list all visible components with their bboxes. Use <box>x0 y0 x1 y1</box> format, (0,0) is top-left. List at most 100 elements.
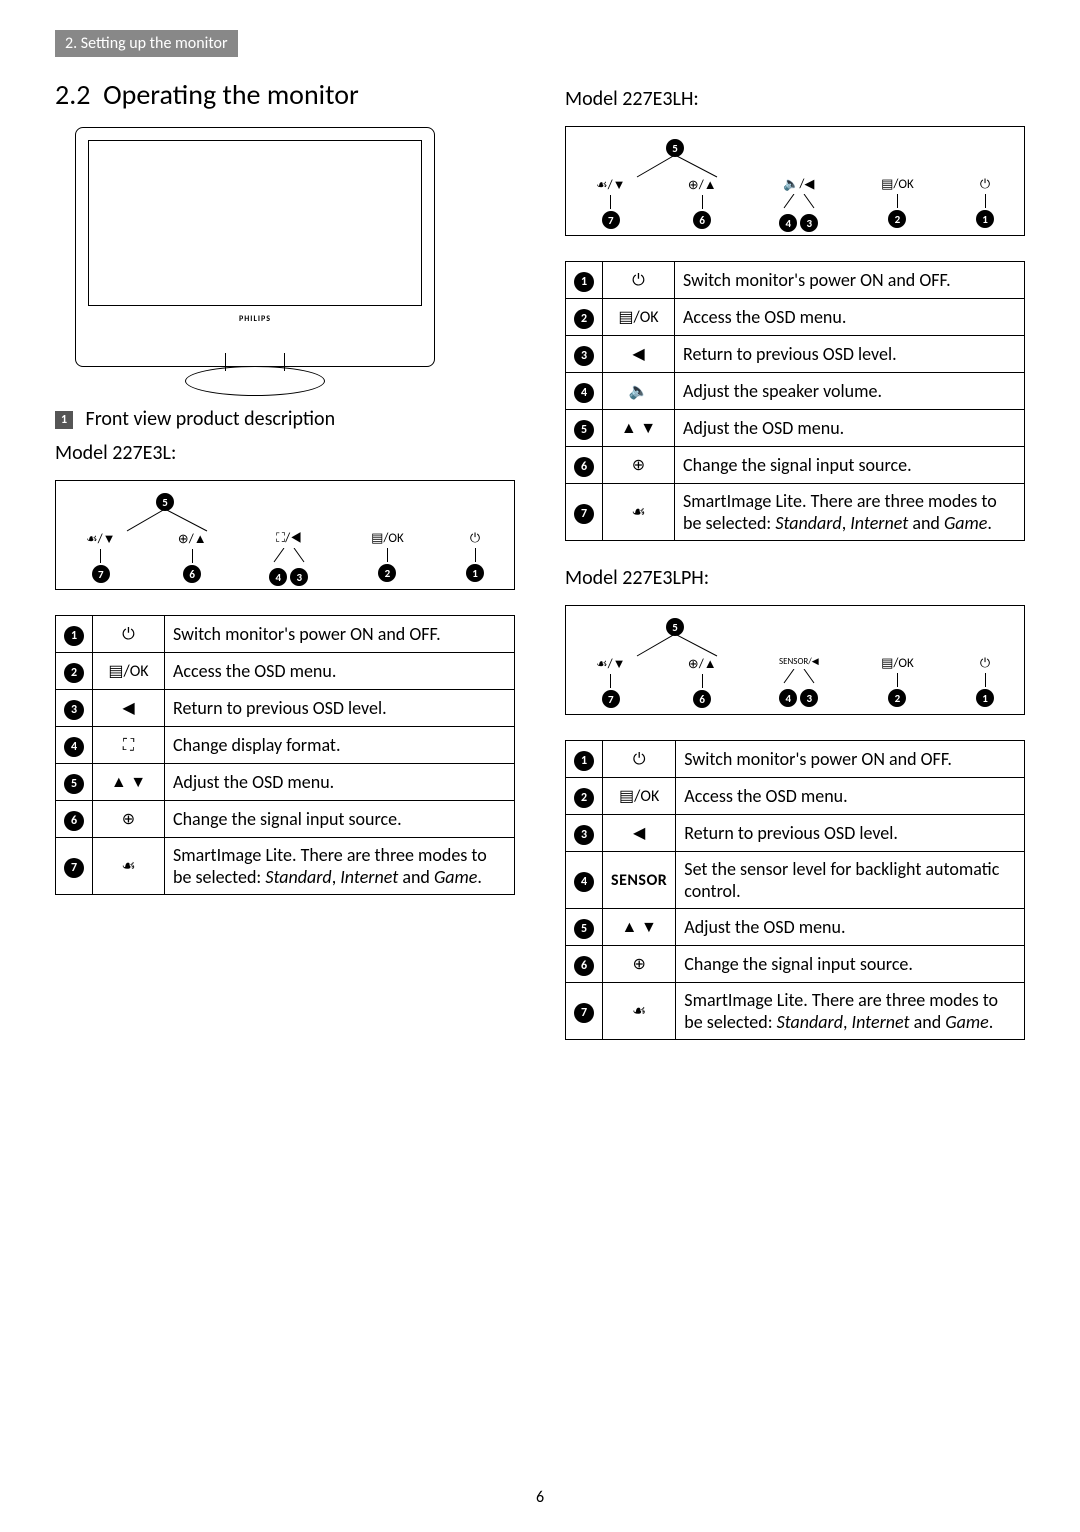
table-row: 2▤/OKAccess the OSD menu. <box>566 299 1025 336</box>
table-row: 2▤/OKAccess the OSD menu. <box>56 653 515 690</box>
diagram-c-btn1: ⏻1 <box>976 656 994 708</box>
table-row: 3◀Return to previous OSD level. <box>566 815 1025 852</box>
diagram-a-btn6: ⊕/▲6 <box>178 531 207 586</box>
power-icon: ⏻ <box>603 262 675 299</box>
desc-text: Change display format. <box>165 727 515 764</box>
model-a-label: Model 227E3L: <box>55 441 515 465</box>
subheading: 1 Front view product description <box>55 407 515 431</box>
diagram-c-btn43: SENSOR/◀ 4 3 <box>779 656 819 708</box>
desc-text: Access the OSD menu. <box>165 653 515 690</box>
smartimage-icon: ☙ <box>603 983 676 1040</box>
table-row: 1⏻Switch monitor's power ON and OFF. <box>566 741 1025 778</box>
desc-text: SmartImage Lite. There are three modes t… <box>675 484 1025 541</box>
control-diagram-c: 5 ☙/▼7 ⊕/▲6 SENSOR/◀ 4 3 ▤/OK2 ⏻1 <box>565 605 1025 715</box>
table-b: 1⏻Switch monitor's power ON and OFF. 2▤/… <box>565 261 1025 541</box>
diagram-c-btn2: ▤/OK2 <box>881 656 914 708</box>
smartimage-icon: ☙ <box>603 484 675 541</box>
speaker-icon: 🔈 <box>603 373 675 410</box>
diagram-b-btn1: ⏻1 <box>976 177 994 232</box>
table-row: 5▲ ▼Adjust the OSD menu. <box>566 410 1025 447</box>
section-number: 2.2 <box>55 77 90 112</box>
diagram-b-btn2: ▤/OK2 <box>881 177 914 232</box>
table-row: 5▲ ▼Adjust the OSD menu. <box>566 909 1025 946</box>
format-icon: ⛶ <box>93 727 165 764</box>
right-column: Model 227E3LH: 5 ☙/▼7 ⊕/▲6 🔈/◀ 4 3 ▤/OK2… <box>565 77 1025 1040</box>
table-row: 7☙ SmartImage Lite. There are three mode… <box>566 983 1025 1040</box>
table-row: 4⛶Change display format. <box>56 727 515 764</box>
page-header: 2. Setting up the monitor <box>55 30 238 57</box>
menu-ok-icon: ▤/OK <box>603 299 675 336</box>
left-icon: ◀ <box>93 690 165 727</box>
desc-text: Access the OSD menu. <box>675 299 1025 336</box>
input-icon: ⊕ <box>603 447 675 484</box>
diagram-b-bracket <box>632 155 722 179</box>
power-icon: ⏻ <box>93 616 165 653</box>
table-row: 4SENSORSet the sensor level for backligh… <box>566 852 1025 909</box>
up-down-icon: ▲ ▼ <box>603 909 676 946</box>
desc-text: Change the signal input source. <box>676 946 1025 983</box>
monitor-stand <box>185 366 325 396</box>
section-title: 2.2 Operating the monitor <box>55 77 515 112</box>
desc-text: Return to previous OSD level. <box>676 815 1025 852</box>
desc-text: Adjust the OSD menu. <box>676 909 1025 946</box>
table-row: 6⊕Change the signal input source. <box>566 447 1025 484</box>
control-diagram-b: 5 ☙/▼7 ⊕/▲6 🔈/◀ 4 3 ▤/OK2 ⏻1 <box>565 126 1025 236</box>
table-row: 3◀Return to previous OSD level. <box>566 336 1025 373</box>
section-title-text: Operating the monitor <box>103 77 359 112</box>
diagram-c-btn6: ⊕/▲6 <box>688 656 717 708</box>
table-row: 7☙ SmartImage Lite. There are three mode… <box>56 838 515 895</box>
table-row: 7☙ SmartImage Lite. There are three mode… <box>566 484 1025 541</box>
left-icon: ◀ <box>603 336 675 373</box>
sensor-icon: SENSOR <box>603 852 676 909</box>
content-columns: 2.2 Operating the monitor PHILIPS 1 Fron… <box>55 77 1025 1040</box>
monitor-illustration: PHILIPS <box>75 127 435 367</box>
menu-ok-icon: ▤/OK <box>93 653 165 690</box>
table-row: 3◀Return to previous OSD level. <box>56 690 515 727</box>
left-icon: ◀ <box>603 815 676 852</box>
table-row: 5▲ ▼Adjust the OSD menu. <box>56 764 515 801</box>
diagram-a-bracket <box>122 509 212 533</box>
table-a: 1⏻Switch monitor's power ON and OFF. 2▤/… <box>55 615 515 895</box>
subheading-text: Front view product description <box>86 407 336 431</box>
input-icon: ⊕ <box>603 946 676 983</box>
diagram-b-btn6: ⊕/▲6 <box>688 177 717 232</box>
diagram-a-btn43: ⛶/◀ 4 3 <box>269 531 309 586</box>
model-b-label: Model 227E3LH: <box>565 87 1025 111</box>
table-row: 1⏻Switch monitor's power ON and OFF. <box>56 616 515 653</box>
desc-text: Adjust the OSD menu. <box>675 410 1025 447</box>
diagram-b-btn7: ☙/▼7 <box>596 177 626 232</box>
page-number: 6 <box>536 1488 544 1507</box>
desc-text: Return to previous OSD level. <box>675 336 1025 373</box>
diagram-a-btn2: ▤/OK2 <box>371 531 404 586</box>
desc-text: Change the signal input source. <box>675 447 1025 484</box>
desc-text: Switch monitor's power ON and OFF. <box>675 262 1025 299</box>
desc-text: Access the OSD menu. <box>676 778 1025 815</box>
subheading-number: 1 <box>55 411 73 429</box>
model-c-label: Model 227E3LPH: <box>565 566 1025 590</box>
control-diagram-a: 5 ☙/▼7 ⊕/▲6 ⛶/◀ 4 3 ▤/OK2 ⏻1 <box>55 480 515 590</box>
up-down-icon: ▲ ▼ <box>93 764 165 801</box>
table-row: 6⊕Change the signal input source. <box>56 801 515 838</box>
power-icon: ⏻ <box>603 741 676 778</box>
desc-text: Adjust the OSD menu. <box>165 764 515 801</box>
desc-text: Switch monitor's power ON and OFF. <box>165 616 515 653</box>
table-row: 1⏻Switch monitor's power ON and OFF. <box>566 262 1025 299</box>
desc-text: Set the sensor level for backlight autom… <box>676 852 1025 909</box>
diagram-a-btn1: ⏻1 <box>466 531 484 586</box>
table-row: 4🔈Adjust the speaker volume. <box>566 373 1025 410</box>
desc-text: Return to previous OSD level. <box>165 690 515 727</box>
desc-text: Adjust the speaker volume. <box>675 373 1025 410</box>
desc-text: SmartImage Lite. There are three modes t… <box>676 983 1025 1040</box>
table-row: 6⊕Change the signal input source. <box>566 946 1025 983</box>
menu-ok-icon: ▤/OK <box>603 778 676 815</box>
diagram-a-btn7: ☙/▼7 <box>86 531 116 586</box>
up-down-icon: ▲ ▼ <box>603 410 675 447</box>
desc-text: Change the signal input source. <box>165 801 515 838</box>
monitor-screen <box>88 140 422 306</box>
desc-text: SmartImage Lite. There are three modes t… <box>165 838 515 895</box>
diagram-b-btn43: 🔈/◀ 4 3 <box>779 177 819 232</box>
monitor-brand: PHILIPS <box>239 314 271 324</box>
diagram-c-btn7: ☙/▼7 <box>596 656 626 708</box>
left-column: 2.2 Operating the monitor PHILIPS 1 Fron… <box>55 77 515 1040</box>
smartimage-icon: ☙ <box>93 838 165 895</box>
